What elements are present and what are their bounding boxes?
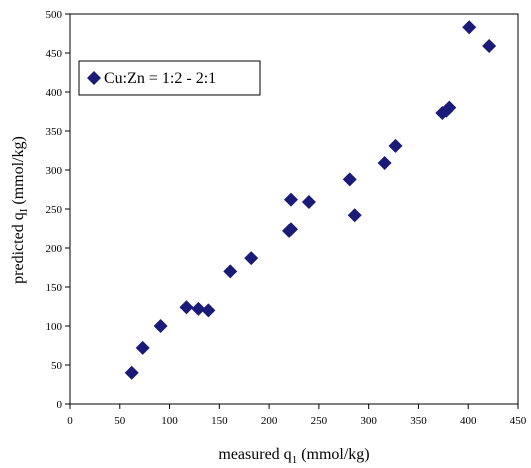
y-tick-label: 400 xyxy=(46,87,63,99)
data-point xyxy=(223,264,238,279)
y-tick-label: 150 xyxy=(46,282,63,294)
data-point xyxy=(284,222,299,237)
data-point xyxy=(347,208,362,223)
data-point xyxy=(191,301,206,316)
x-axis-title: measured q1 (mmol/kg) xyxy=(218,446,369,466)
y-tick-label: 350 xyxy=(46,126,63,138)
data-points xyxy=(124,20,497,380)
x-tick-label: 300 xyxy=(360,415,377,427)
data-point xyxy=(482,38,497,53)
y-axis-ticks: 0 50 100 150 200 250 300 350 400 450 500 xyxy=(46,9,70,411)
legend-box xyxy=(78,60,261,96)
data-point xyxy=(388,138,403,153)
data-point xyxy=(342,172,357,187)
x-tick-label: 250 xyxy=(311,415,328,427)
y-tick-label: 50 xyxy=(51,360,63,372)
data-point xyxy=(135,340,150,355)
x-axis-ticks: 0 50 100 150 200 250 300 350 400 450 xyxy=(67,404,527,427)
x-tick-label: 50 xyxy=(114,415,126,427)
x-tick-label: 0 xyxy=(67,415,73,427)
x-tick-label: 450 xyxy=(510,415,527,427)
x-tick-label: 100 xyxy=(161,415,178,427)
data-point xyxy=(179,300,194,315)
legend: Cu:Zn = 1:2 - 2:1 xyxy=(78,60,261,96)
data-point xyxy=(284,192,299,207)
y-tick-label: 500 xyxy=(46,9,63,21)
data-point xyxy=(301,194,316,209)
y-tick-label: 0 xyxy=(57,399,63,411)
x-tick-label: 200 xyxy=(261,415,278,427)
y-tick-label: 200 xyxy=(46,243,63,255)
data-point xyxy=(201,303,216,318)
legend-marker-diamond xyxy=(87,71,101,85)
x-tick-label: 150 xyxy=(211,415,228,427)
legend-label: Cu:Zn = 1:2 - 2:1 xyxy=(104,70,216,87)
data-point xyxy=(442,100,457,115)
data-point xyxy=(462,20,477,35)
data-point xyxy=(153,319,168,333)
data-point xyxy=(124,365,139,380)
data-point xyxy=(377,155,392,170)
y-tick-label: 450 xyxy=(46,48,63,60)
x-tick-label: 350 xyxy=(410,415,427,427)
y-tick-label: 100 xyxy=(46,321,63,333)
y-tick-label: 300 xyxy=(46,165,63,177)
y-axis-title: predicted qI (mmol/kg) xyxy=(10,136,30,284)
y-tick-label: 250 xyxy=(46,204,63,216)
data-point xyxy=(244,251,259,266)
x-tick-label: 400 xyxy=(460,415,477,427)
